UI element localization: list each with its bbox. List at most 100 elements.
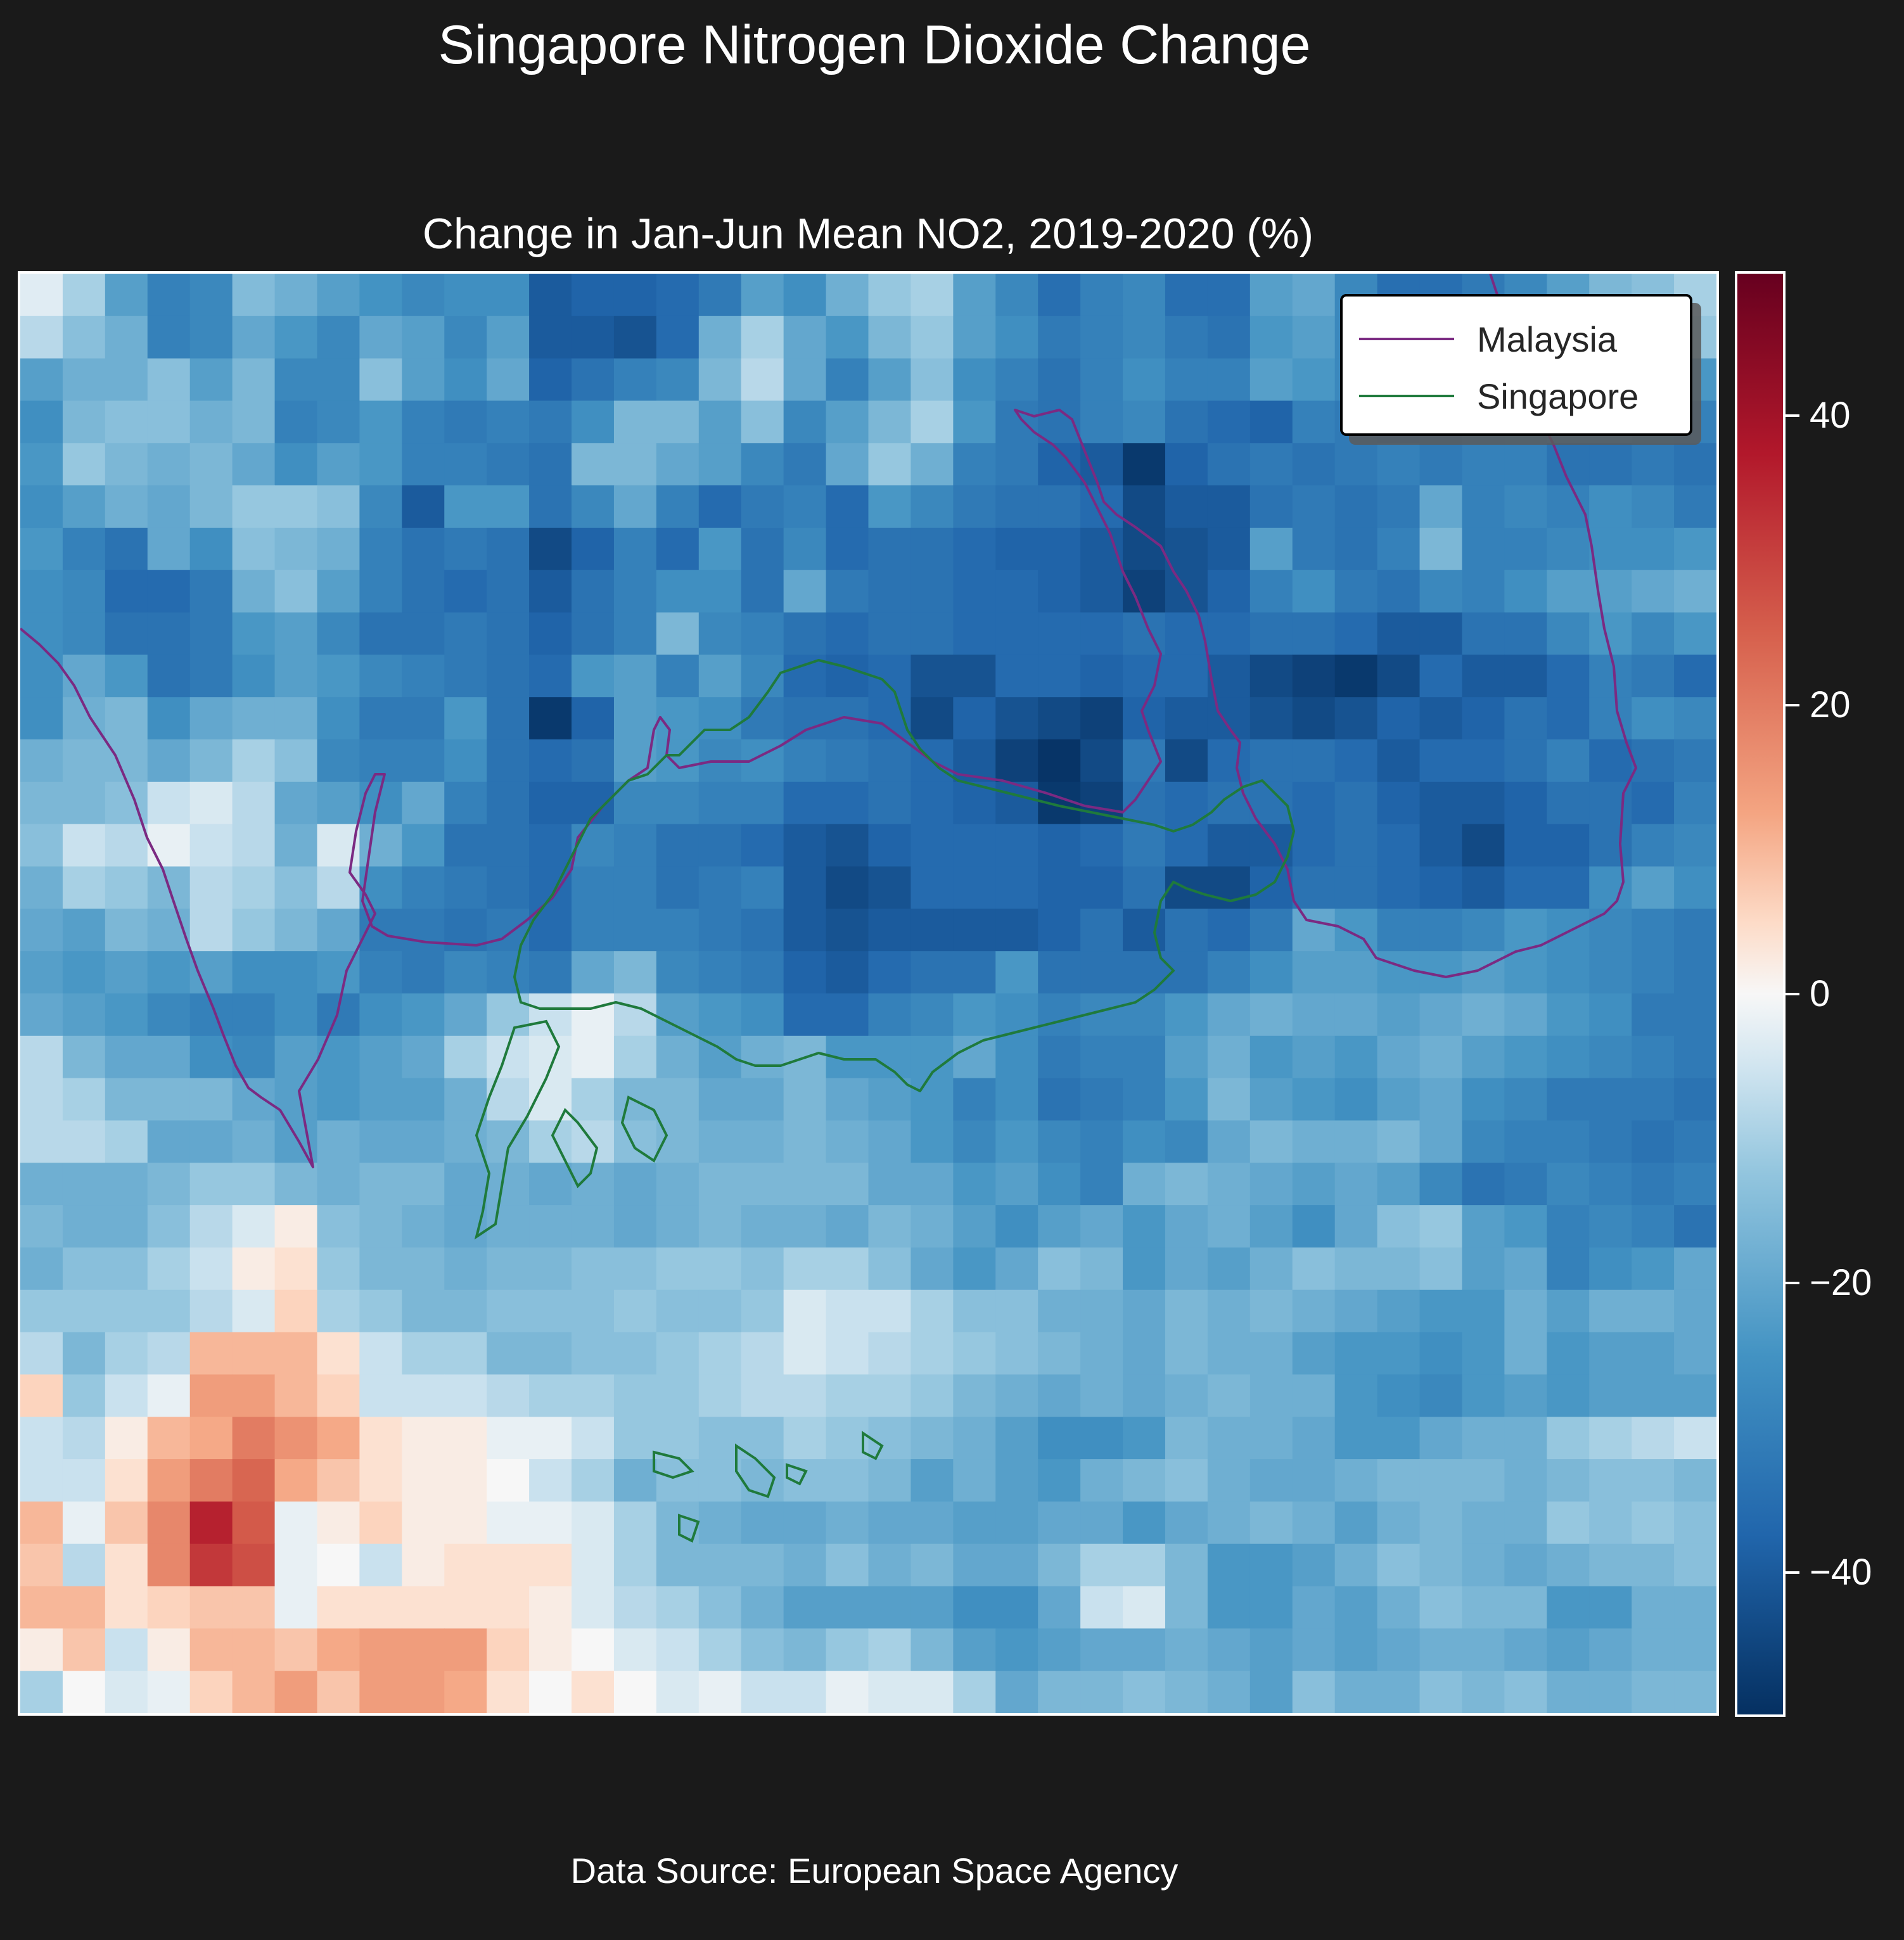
heatmap-cell	[487, 993, 530, 1037]
heatmap-cell	[698, 1459, 742, 1502]
heatmap-cell	[359, 443, 402, 486]
heatmap-cell	[62, 739, 106, 782]
heatmap-cell	[1419, 909, 1463, 952]
heatmap-cell	[1504, 443, 1547, 486]
heatmap-cell	[1674, 1374, 1716, 1417]
heatmap-cell	[62, 1671, 106, 1713]
heatmap-cell	[1504, 1417, 1547, 1460]
heatmap-cell	[147, 1289, 191, 1333]
heatmap-cell	[1292, 1671, 1336, 1713]
heatmap-cell	[529, 781, 572, 825]
heatmap-cell	[487, 1163, 530, 1206]
heatmap-cell	[995, 1120, 1038, 1163]
heatmap-cell	[529, 1543, 572, 1587]
heatmap-cell	[62, 1205, 106, 1248]
heatmap-cell	[613, 400, 657, 444]
heatmap-cell	[1334, 1035, 1378, 1079]
heatmap-cell	[62, 527, 106, 571]
heatmap-cell	[1334, 1586, 1378, 1629]
heatmap-cell	[189, 1289, 233, 1333]
heatmap-cell	[826, 485, 869, 528]
heatmap-cell	[1504, 866, 1547, 909]
heatmap-cell	[1207, 400, 1251, 444]
heatmap-cell	[1589, 1163, 1632, 1206]
heatmap-cell	[910, 358, 954, 402]
heatmap-cell	[826, 654, 869, 698]
heatmap-cell	[1462, 993, 1505, 1037]
heatmap-cell	[1504, 1628, 1547, 1671]
heatmap-cell	[783, 1332, 827, 1375]
heatmap-cell	[1080, 1628, 1123, 1671]
heatmap-cell	[1419, 697, 1463, 740]
heatmap-cell	[1632, 909, 1675, 952]
heatmap-cell	[698, 1332, 742, 1375]
heatmap-cell	[529, 316, 572, 359]
heatmap-cell	[1419, 527, 1463, 571]
heatmap-cell	[105, 866, 148, 909]
heatmap-cell	[910, 1374, 954, 1417]
heatmap-cell	[189, 1501, 233, 1545]
heatmap-cell	[741, 1120, 784, 1163]
heatmap-cell	[20, 1078, 63, 1121]
heatmap-cell	[1589, 443, 1632, 486]
heatmap-cell	[444, 1163, 487, 1206]
heatmap-cell	[698, 316, 742, 359]
heatmap-cell	[1292, 1374, 1336, 1417]
heatmap-cell	[826, 866, 869, 909]
heatmap-cell	[1674, 443, 1716, 486]
heatmap-cell	[1123, 1459, 1166, 1502]
heatmap-cell	[359, 654, 402, 698]
heatmap-cell	[359, 1417, 402, 1460]
heatmap-cell	[995, 1543, 1038, 1587]
heatmap-cell	[1419, 1205, 1463, 1248]
heatmap-cell	[444, 1078, 487, 1121]
heatmap-cell	[359, 1247, 402, 1291]
heatmap-cell	[572, 654, 615, 698]
heatmap-cell	[868, 485, 912, 528]
heatmap-cell	[1419, 612, 1463, 656]
heatmap-cell	[698, 443, 742, 486]
heatmap-cell	[1589, 993, 1632, 1037]
heatmap-cell	[232, 1163, 276, 1206]
heatmap-cell	[20, 1628, 63, 1671]
heatmap-cell	[317, 274, 360, 317]
heatmap-cell	[613, 1459, 657, 1502]
heatmap-cell	[1292, 909, 1336, 952]
heatmap-cell	[1038, 527, 1081, 571]
heatmap-cell	[910, 1459, 954, 1502]
heatmap-cell	[1292, 1078, 1336, 1121]
heatmap-cell	[529, 527, 572, 571]
heatmap-cell	[1419, 1332, 1463, 1375]
heatmap-cell	[105, 951, 148, 994]
heatmap-cell	[1334, 824, 1378, 867]
heatmap-cell	[1377, 824, 1421, 867]
heatmap-cell	[487, 527, 530, 571]
heatmap-cell	[1419, 443, 1463, 486]
heatmap-cell	[1632, 697, 1675, 740]
heatmap-cell	[1080, 316, 1123, 359]
heatmap-cell	[1123, 358, 1166, 402]
heatmap-cell	[572, 570, 615, 613]
heatmap-cell	[1249, 951, 1293, 994]
heatmap-cell	[656, 1035, 700, 1079]
heatmap-cell	[529, 274, 572, 317]
heatmap-cell	[572, 1247, 615, 1291]
map-panel[interactable]: Malaysia Singapore	[18, 271, 1719, 1716]
heatmap-cell	[910, 1671, 954, 1713]
heatmap-cell	[613, 1247, 657, 1291]
heatmap-cell	[826, 993, 869, 1037]
heatmap-cell	[105, 1501, 148, 1545]
heatmap-cell	[783, 781, 827, 825]
heatmap-cell	[1123, 824, 1166, 867]
heatmap-cell	[1377, 1205, 1421, 1248]
heatmap-cell	[613, 1120, 657, 1163]
heatmap-cell	[105, 1078, 148, 1121]
heatmap-cell	[402, 739, 445, 782]
heatmap-cell	[274, 909, 318, 952]
heatmap-cell	[147, 1374, 191, 1417]
heatmap-cell	[62, 1374, 106, 1417]
heatmap-cell	[529, 1501, 572, 1545]
heatmap-cell	[698, 1289, 742, 1333]
heatmap-cell	[741, 570, 784, 613]
heatmap-cell	[741, 909, 784, 952]
